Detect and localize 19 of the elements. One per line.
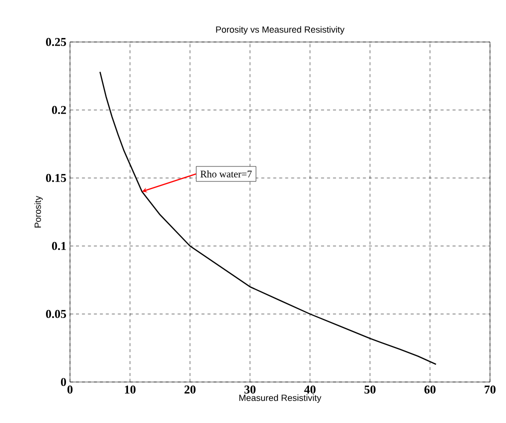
x-tick-label: 40	[304, 386, 316, 394]
x-tick-label: 70	[484, 386, 496, 394]
y-tick-label: 0.2	[52, 106, 66, 114]
x-tick-label: 50	[364, 386, 376, 394]
line-series	[99, 71, 437, 365]
y-tick-label: 0.05	[46, 310, 66, 318]
y-tick-label: 0.1	[52, 242, 66, 250]
x-tick-label: 0	[67, 386, 73, 394]
x-tick-label: 30	[244, 386, 256, 394]
y-tick-label: 0.25	[46, 38, 66, 46]
x-tick-label: 10	[124, 386, 136, 394]
x-tick-label: 20	[184, 386, 196, 394]
y-axis-title: Porosity	[34, 196, 43, 228]
x-tick-label: 60	[424, 386, 436, 394]
x-axis-title: Measured Resistivity	[239, 394, 322, 403]
y-tick-label: 0	[60, 378, 66, 386]
chart-title: Porosity vs Measured Resistivity	[216, 26, 344, 34]
annotation: Rho water=7	[200, 170, 252, 178]
y-tick-label: 0.15	[46, 174, 66, 182]
